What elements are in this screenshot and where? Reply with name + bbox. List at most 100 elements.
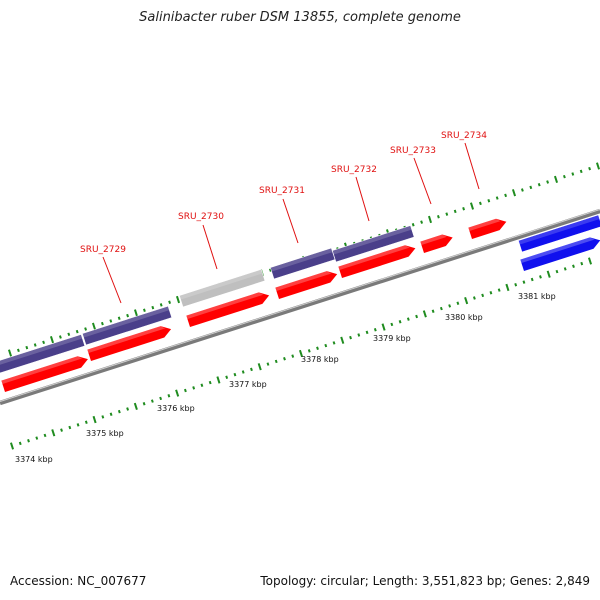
outer-tick: [168, 300, 172, 304]
inner-tick: [216, 376, 221, 384]
inner-tick: [68, 425, 72, 430]
outer-tick: [529, 185, 533, 190]
map-title: Salinibacter ruber DSM 13855, complete g…: [139, 10, 461, 25]
inner-tick: [398, 320, 402, 324]
cds-arrow: [520, 237, 600, 271]
cds-arrow: [186, 292, 270, 327]
outer-tick: [478, 201, 482, 206]
label-leader: [464, 142, 480, 190]
cds-arrow-shine: [338, 245, 410, 270]
inner-tick: [505, 283, 510, 292]
outer-tick: [579, 169, 583, 174]
outer-tick: [595, 162, 600, 170]
outer-tick: [159, 303, 163, 307]
cds-arrow: [87, 326, 172, 361]
outer-tick: [420, 220, 424, 224]
cds-arrow-shine: [87, 326, 166, 353]
outer-tick: [58, 335, 62, 339]
outer-tick: [445, 212, 449, 216]
outer-tick: [427, 215, 433, 224]
inner-tick: [357, 333, 361, 337]
outer-tick: [571, 172, 575, 176]
inner-tick: [101, 415, 105, 419]
outer-tick: [553, 175, 559, 183]
inner-tick: [298, 349, 304, 358]
outer-tick: [117, 316, 121, 321]
inner-tick: [35, 436, 39, 440]
inner-tick: [448, 304, 452, 308]
cds-arrow: [1, 356, 88, 392]
inner-tick: [200, 383, 204, 387]
inner-tick: [587, 257, 593, 265]
outer-tick: [91, 322, 97, 330]
gene-feature-shine: [270, 248, 333, 272]
outer-tick: [562, 174, 566, 179]
inner-tick: [522, 280, 526, 284]
outer-tick: [133, 309, 139, 317]
outer-tick: [546, 180, 550, 184]
inner-tick: [257, 363, 262, 371]
inner-tick: [431, 309, 435, 313]
outer-tick: [411, 223, 415, 227]
outer-tick: [49, 336, 55, 344]
outer-tick: [495, 196, 499, 200]
backbone-highlight: [0, 209, 600, 402]
label-leader: [202, 224, 218, 270]
label-leader: [413, 157, 432, 205]
scale-label: 3374 kbp: [15, 455, 53, 464]
outer-tick: [100, 321, 104, 326]
inner-tick: [373, 327, 377, 332]
label-leader: [282, 198, 299, 244]
outer-tick: [504, 193, 508, 198]
gene-feature-shine: [179, 269, 263, 300]
scale-label: 3379 kbp: [373, 334, 411, 343]
outer-tick: [126, 313, 130, 318]
outer-tick: [7, 349, 13, 357]
cds-arrow: [338, 245, 416, 278]
outer-tick: [33, 343, 37, 347]
inner-tick: [225, 375, 229, 380]
gene-feature: [518, 214, 600, 253]
inner-tick: [208, 380, 212, 385]
inner-tick: [159, 396, 163, 401]
inner-tick: [250, 367, 253, 372]
cds-arrow: [468, 218, 507, 239]
inner-tick: [18, 441, 22, 446]
inner-tick: [51, 429, 56, 437]
inner-tick: [456, 301, 460, 306]
scale-label-group: 3374 kbp 3375 kbp 3376 kbp 3377 kbp 3378 kbp…: [15, 292, 556, 464]
scale-label: 3375 kbp: [86, 429, 124, 438]
outer-tick: [453, 209, 457, 214]
cds-arrow-shine: [186, 292, 264, 319]
cds-arrow: [275, 271, 338, 299]
gene-label: SRU_2731: [259, 186, 305, 196]
inner-tick: [539, 275, 542, 279]
inner-tick: [514, 283, 518, 287]
outer-tick: [511, 189, 517, 197]
inner-tick: [324, 343, 328, 348]
inner-tick: [175, 389, 180, 397]
scale-label: 3381 kbp: [518, 292, 556, 301]
inner-tick: [415, 314, 419, 319]
inner-tick: [390, 322, 394, 327]
inner-tick: [283, 357, 286, 361]
inner-tick: [274, 359, 278, 364]
gene-feature-shine: [332, 225, 412, 255]
inner-tick: [167, 394, 171, 398]
inner-tick: [497, 288, 501, 292]
label-leader: [355, 176, 370, 222]
inner-tick: [481, 293, 485, 298]
inner-tick: [142, 401, 146, 406]
gene-label-group: SRU_2729 SRU_2730 SRU_2731 SRU_2732 SRU_2733…: [80, 131, 487, 255]
cds-feature-track: [1, 218, 600, 392]
inner-tick: [422, 310, 427, 318]
gene-feature: [82, 305, 173, 346]
scale-label: 3377 kbp: [229, 380, 267, 389]
inner-tick: [489, 290, 493, 295]
gene-feature: [332, 225, 415, 263]
cds-arrow-shine: [275, 271, 332, 291]
outer-tick: [469, 202, 475, 210]
scale-label: 3380 kbp: [445, 313, 483, 322]
outer-tick: [268, 268, 272, 272]
